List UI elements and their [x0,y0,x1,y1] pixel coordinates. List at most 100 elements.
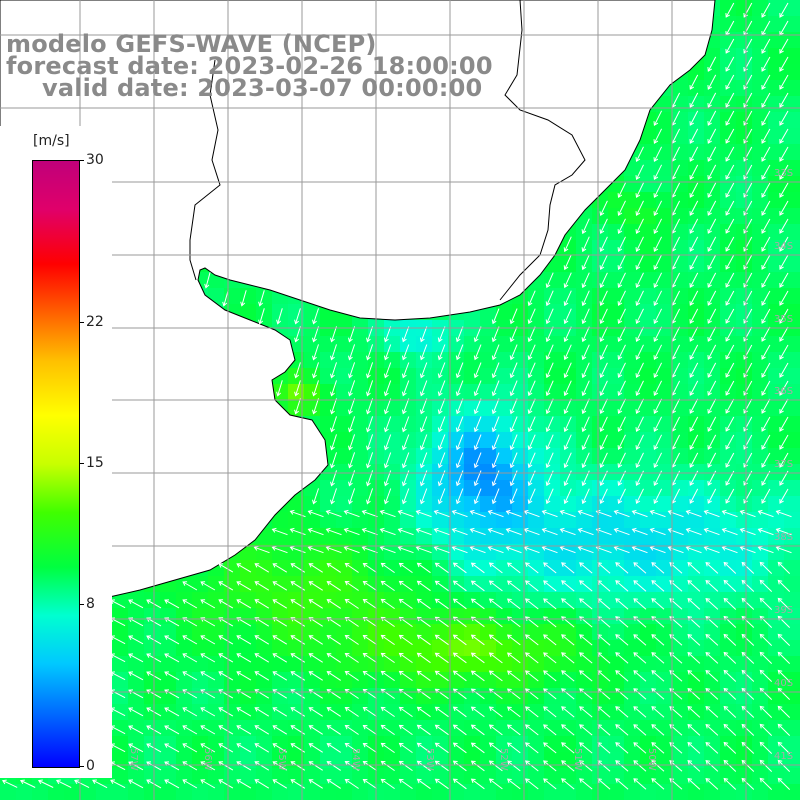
wind-cell [592,624,608,640]
wind-cell [656,608,672,624]
wind-arrow [218,743,234,753]
wind-cell [528,512,544,528]
wind-arrow [599,398,608,415]
wind-arrow [581,326,590,343]
wind-arrow [689,74,699,90]
wind-arrow [383,380,392,397]
wind-cell [416,464,432,480]
wind-cell [704,512,720,528]
wind-arrow [362,778,377,789]
wind-arrow [509,326,518,343]
wind-arrow [599,290,608,307]
wind-cell [512,720,528,736]
wind-arrow [723,579,737,592]
wind-arrow [761,182,771,198]
wind-arrow [473,362,482,379]
wind-cell [480,400,496,416]
wind-arrow [777,651,791,664]
wind-arrow [615,778,629,790]
wind-cell [736,608,752,624]
wind-arrow [401,434,410,451]
wind-arrow [707,344,717,360]
wind-arrow [397,509,414,518]
wind-arrow [617,254,626,271]
wind-cell [144,784,160,800]
wind-cell [336,384,352,400]
wind-cell [544,528,560,544]
wind-arrow [707,326,717,342]
wind-cell [208,736,224,752]
wind-arrow [633,652,647,664]
wind-arrow [725,452,735,468]
wind-cell [144,752,160,768]
wind-arrow [761,146,771,162]
wind-arrow [759,705,773,718]
wind-cell [448,480,464,496]
wind-cell [784,192,800,208]
wind-cell [784,368,800,384]
wind-arrow [455,380,464,397]
wind-arrow [581,308,590,325]
wind-cell [496,432,512,448]
wind-cell [304,656,320,672]
wind-arrow [419,344,428,361]
wind-cell [608,448,624,464]
wind-arrow [705,651,719,664]
wind-arrow [509,452,518,469]
longitude-label: 54W [350,748,361,771]
wind-arrow [651,760,665,772]
wind-arrow [579,580,593,592]
wind-cell [752,240,768,256]
wind-cell [304,640,320,656]
wind-cell [704,240,720,256]
wind-arrow [725,272,735,288]
wind-cell [416,448,432,464]
wind-cell [768,368,784,384]
wind-arrow [653,308,663,325]
wind-cell [672,224,688,240]
wind-cell [736,352,752,368]
wind-cell [336,400,352,416]
wind-arrow [488,652,503,664]
wind-cell [752,464,768,480]
wind-cell [416,640,432,656]
wind-cell [608,432,624,448]
wind-cell [704,480,720,496]
wind-cell [496,608,512,624]
wind-cell [768,560,784,576]
wind-arrow [182,599,198,609]
wind-arrow [434,580,449,592]
wind-cell [576,752,592,768]
wind-arrow [362,760,377,771]
wind-cell [784,752,800,768]
wind-cell [240,608,256,624]
wind-cell [160,608,176,624]
wind-arrow [379,509,396,518]
wind-arrow [401,380,410,397]
wind-cell [752,288,768,304]
wind-arrow [509,398,518,415]
wind-arrow [416,598,431,610]
wind-cell [704,576,720,592]
wind-cell [688,224,704,240]
wind-cell [528,288,544,304]
wind-arrow [294,398,301,415]
wind-arrow [506,670,521,682]
wind-cell [48,784,64,800]
wind-cell [560,640,576,656]
wind-arrow [543,580,557,592]
wind-arrow [362,598,377,609]
wind-cell [384,464,400,480]
wind-arrow [743,38,753,54]
wind-cell [624,448,640,464]
wind-arrow [599,200,608,217]
wind-cell [672,128,688,144]
wind-arrow [182,761,198,771]
wind-arrow [437,380,446,397]
wind-arrow [723,723,737,736]
wind-cell [560,496,576,512]
wind-cell [752,0,768,16]
wind-arrow [401,326,410,343]
wind-cell [720,176,736,192]
wind-arrow [1,779,18,788]
